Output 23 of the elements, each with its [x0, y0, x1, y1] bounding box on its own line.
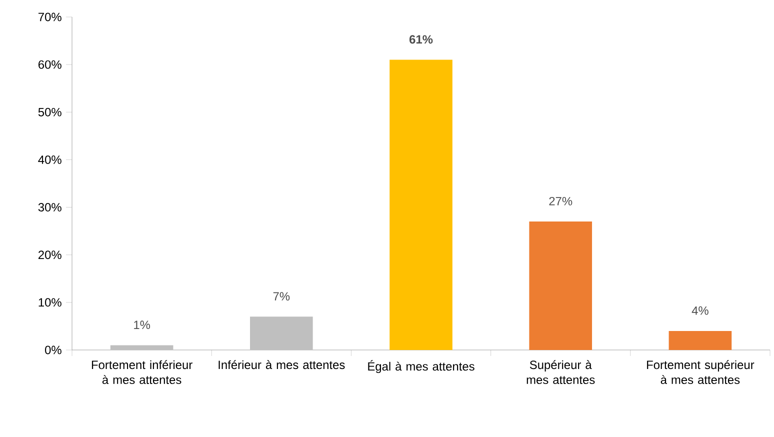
data-label: 4%: [692, 306, 708, 315]
data-label: 27%: [549, 196, 572, 206]
y-tick-label: 70%: [38, 12, 62, 22]
bar: [250, 316, 313, 350]
x-tick-label: Fortement supérieur à mes attentes: [647, 360, 754, 384]
x-tick-label: Fortement inférieur à mes attentes: [92, 360, 192, 384]
data-label: 7%: [273, 292, 290, 300]
x-tick-label: Inférieur à mes attentes: [218, 360, 345, 370]
bar: [668, 330, 732, 350]
y-tick-label: 0%: [45, 346, 62, 354]
y-tick-label: 50%: [38, 108, 62, 116]
data-label: 61%: [409, 35, 433, 44]
x-tick-label: Supérieur à mes attentes: [526, 360, 595, 384]
bar: [529, 222, 592, 350]
x-tick-label: Égal à mes attentes: [368, 360, 474, 374]
bar: [390, 60, 452, 350]
y-tick-label: 30%: [38, 203, 62, 212]
y-tick-label: 20%: [38, 250, 62, 260]
data-label: 1%: [134, 320, 150, 330]
y-tick-label: 40%: [38, 155, 62, 164]
bar: [110, 345, 174, 350]
y-tick-label: 10%: [38, 298, 62, 307]
y-tick-label: 60%: [38, 60, 62, 69]
